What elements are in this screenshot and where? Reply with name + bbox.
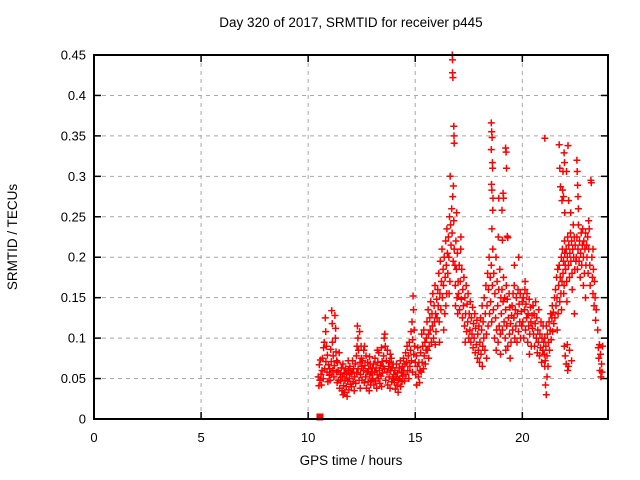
tick-labels: 0 5 10 15 20 0 0.05 0.1 0.15 0.2 0.25 0.3 0.35 0.4 0.4… [61, 48, 530, 446]
tick-marks [93, 54, 608, 420]
x-tick-label: 20 [515, 430, 529, 445]
y-tick-label: 0.45 [61, 48, 86, 63]
y-tick-label: 0.25 [61, 209, 86, 224]
plot-border [93, 54, 609, 420]
y-tick-label: 0 [79, 412, 86, 427]
y-tick-label: 0.4 [68, 88, 86, 103]
series-zero-marker-point [316, 413, 324, 421]
y-axis-label: SRMTID / TECUs [5, 184, 20, 291]
y-tick-label: 0.15 [61, 290, 86, 305]
grid-lines [94, 55, 608, 419]
x-axis-label: GPS time / hours [300, 453, 403, 468]
border-rect [93, 54, 609, 420]
x-tick-label: 15 [408, 430, 422, 445]
y-tick-label: 0.1 [68, 331, 86, 346]
y-tick-label: 0.35 [61, 128, 86, 143]
y-tick-label: 0.2 [68, 250, 86, 265]
scatter-points [314, 51, 607, 421]
y-tick-label: 0.3 [68, 169, 86, 184]
x-tick-label: 5 [197, 430, 204, 445]
series-srmtid [314, 51, 607, 400]
x-tick-label: 0 [90, 430, 97, 445]
x-tick-label: 10 [301, 430, 315, 445]
y-tick-label: 0.05 [61, 371, 86, 386]
chart-title: Day 320 of 2017, SRMTID for receiver p44… [219, 15, 482, 30]
